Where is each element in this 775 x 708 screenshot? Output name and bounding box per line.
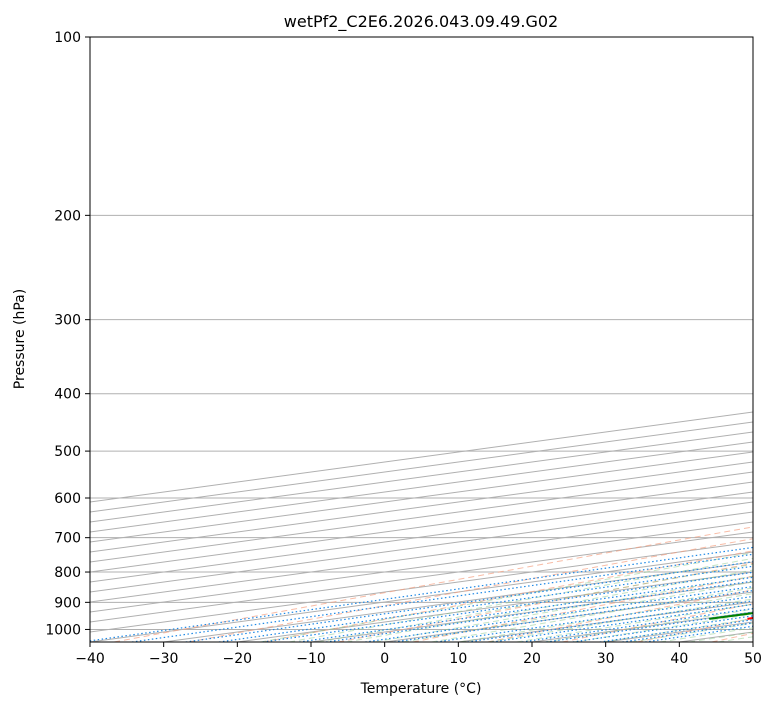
moist-adiabat <box>516 603 753 642</box>
dry-adiabat <box>338 562 753 642</box>
isotherm <box>90 521 753 613</box>
x-axis-ticks: −40 −30 −20 −10 0 10 20 30 40 50 <box>75 642 762 667</box>
dry-adiabat <box>263 550 753 642</box>
y-tick-label: 200 <box>54 208 81 224</box>
sounding-profiles <box>709 612 753 620</box>
moist-adiabats <box>260 552 753 642</box>
moist-adiabat <box>573 613 753 642</box>
moist-adiabat <box>403 581 753 642</box>
y-tick-label: 1000 <box>45 622 81 638</box>
pressure-gridlines <box>90 37 753 630</box>
isotherm <box>90 531 753 623</box>
isotherm <box>310 581 753 642</box>
x-tick-label: 50 <box>744 651 762 667</box>
y-axis-label: Pressure (hPa) <box>12 289 28 389</box>
mixing-ratio-lines <box>90 546 753 642</box>
moist-adiabat <box>488 598 753 642</box>
isotherm <box>90 461 753 553</box>
isotherm <box>90 541 753 633</box>
x-tick-label: −10 <box>296 651 326 667</box>
isotherm <box>679 631 753 642</box>
dry-adiabat <box>487 589 753 642</box>
x-axis-label: Temperature (°C) <box>360 681 482 697</box>
y-tick-label: 500 <box>54 444 81 460</box>
y-tick-label: 800 <box>54 565 81 581</box>
isotherm <box>531 611 753 642</box>
isotherm <box>90 491 753 583</box>
temperature-profile-line <box>747 616 753 620</box>
isotherm <box>90 451 753 543</box>
moist-adiabat <box>718 636 753 642</box>
moist-adiabat <box>289 557 753 642</box>
isotherm <box>90 501 753 593</box>
isotherm <box>90 511 753 603</box>
moist-adiabat <box>431 587 753 642</box>
isotherm <box>90 481 753 573</box>
isotherm <box>384 591 753 642</box>
y-tick-label: 600 <box>54 491 81 507</box>
plot-frame <box>89 36 754 643</box>
x-tick-label: 10 <box>449 651 467 667</box>
y-tick-label: 400 <box>54 387 81 403</box>
mixing-ratio-line <box>522 607 753 642</box>
dewpoint-profile-line <box>709 612 753 620</box>
mixing-ratio-line <box>131 553 753 642</box>
dry-adiabat <box>636 617 753 642</box>
mixing-ratio-line <box>185 561 753 642</box>
y-tick-label: 100 <box>54 30 81 46</box>
moist-adiabat <box>374 575 753 642</box>
x-tick-label: −40 <box>75 651 105 667</box>
y-tick-label: 900 <box>54 595 81 611</box>
moist-adiabat <box>317 563 753 642</box>
mixing-ratio-line <box>492 603 753 642</box>
x-tick-label: 40 <box>670 651 688 667</box>
y-tick-label: 300 <box>54 313 81 329</box>
moist-adiabat <box>260 552 753 642</box>
dry-adiabats <box>114 526 753 642</box>
x-tick-label: 0 <box>380 651 389 667</box>
mixing-ratio-line <box>218 565 753 642</box>
moist-adiabat <box>544 608 753 642</box>
dry-adiabat <box>562 603 753 642</box>
dry-adiabat <box>711 632 753 642</box>
y-tick-label: 700 <box>54 531 81 547</box>
mixing-ratio-line <box>394 589 753 642</box>
moist-adiabat <box>689 631 753 642</box>
x-tick-label: −20 <box>223 651 253 667</box>
mixing-ratio-line <box>467 600 753 642</box>
moist-adiabat <box>660 627 753 642</box>
skewed-isotherms <box>90 411 753 642</box>
x-tick-label: −30 <box>149 651 179 667</box>
x-tick-label: 20 <box>523 651 541 667</box>
dry-adiabat <box>114 526 753 642</box>
isotherm <box>90 551 753 642</box>
isotherm <box>752 641 753 642</box>
chart-title: wetPf2_C2E6.2026.043.09.49.G02 <box>284 12 558 32</box>
x-tick-label: 30 <box>597 651 615 667</box>
moist-adiabat <box>346 569 753 642</box>
y-axis-ticks: 100 200 300 400 500 600 700 800 900 1000 <box>45 30 90 638</box>
isotherm <box>90 471 753 563</box>
